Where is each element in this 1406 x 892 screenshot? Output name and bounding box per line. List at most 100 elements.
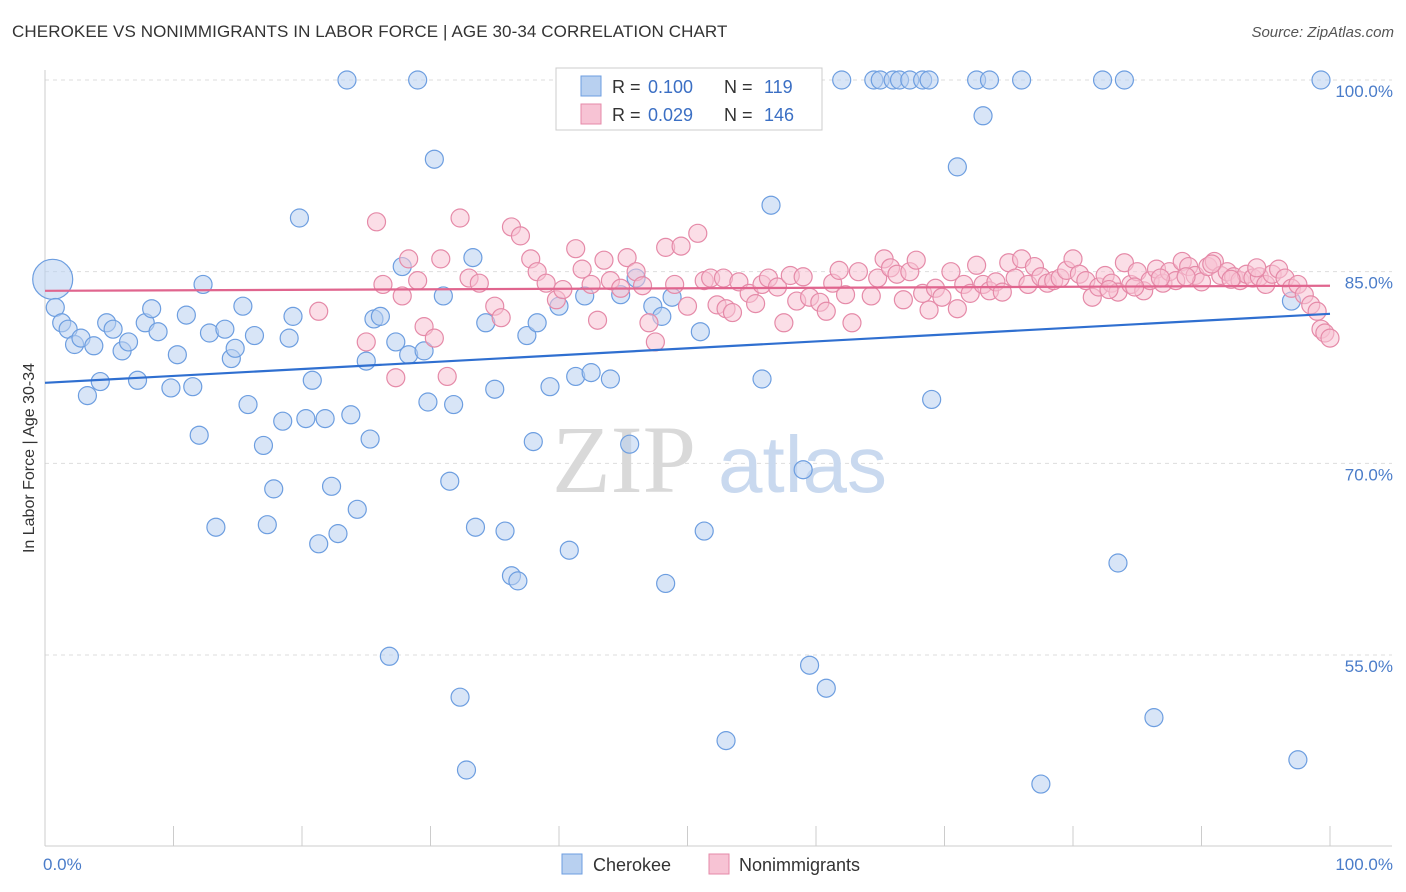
nonimmigrants-point [671,236,691,256]
nonimmigrants-point [639,313,659,333]
series-legend-label-cherokee: Cherokee [593,855,671,875]
cherokee-point [273,411,293,431]
cherokee-point [215,319,235,339]
nonimmigrants-point [450,208,470,228]
y-tick-label-0: 100.0% [1335,82,1393,101]
cherokee-point [189,425,209,445]
cherokee-point [485,379,505,399]
cherokee-point [356,351,376,371]
nonimmigrants-point [632,276,653,296]
nonimmigrants-point [469,273,489,293]
cherokee-point [244,325,265,346]
y-axis-label: In Labor Force | Age 30-34 [21,363,38,553]
cherokee-point [206,517,226,537]
cherokee-point [761,195,781,215]
cherokee-point [656,573,676,594]
nonimmigrants-point [536,273,556,293]
cherokee-point [799,655,820,675]
cherokee-point [440,471,460,491]
trend-lines [44,284,1331,384]
nonimmigrants-point [386,368,406,388]
nonimmigrants-point [848,262,869,282]
cherokee-point [816,678,836,698]
nonimmigrants-point [1221,269,1241,289]
cherokee-point [694,521,714,541]
nonimmigrants-point [408,271,428,291]
nonimmigrants-point [491,308,511,328]
y-tick-label-2: 70.0% [1345,465,1393,484]
correlation-legend: R = 0.100 N = 119 R = 0.029 N = 146 [555,67,823,131]
cherokee-point [508,571,528,591]
cherokee-point [973,106,993,126]
cherokee-point [433,286,453,306]
x-tick-label-right: 100.0% [1335,855,1393,874]
cherokee-point [296,409,316,429]
cherokee-point [238,394,258,415]
legend-n-value-1: 146 [764,105,794,125]
cherokee-points [32,70,1331,794]
cherokee-point [32,258,74,300]
y-tick-label-1: 85.0% [1345,274,1393,293]
nonimmigrants-point [829,260,849,280]
cherokee-point [1311,70,1331,90]
cherokee-point [370,306,390,326]
nonimmigrants-point [617,248,637,268]
nonimmigrants-point [645,332,665,352]
nonimmigrants-point [992,282,1012,302]
cherokee-point [257,515,277,535]
nonimmigrants-point [941,262,961,282]
nonimmigrants-point [366,212,387,232]
nonimmigrants-point [572,259,592,279]
watermark: ZIP atlas [552,406,887,513]
nonimmigrants-point [1320,328,1340,348]
watermark-zip: ZIP [552,406,696,513]
legend-swatch-nonimmigrants [580,103,602,125]
cherokee-point [793,460,813,480]
legend-r-value-0: 0.100 [648,77,693,97]
nonimmigrants-point [392,286,412,306]
legend-swatch-cherokee [580,75,602,97]
cherokee-point [103,319,123,339]
cherokee-trend-line [44,312,1331,384]
nonimmigrants-trend-line [44,284,1331,292]
cherokee-point [919,70,939,90]
x-tick-label-left: 0.0% [43,855,82,874]
cherokee-point [386,332,406,352]
nonimmigrants-point [919,300,939,320]
cherokee-point [337,70,357,90]
nonimmigrants-point [1202,254,1222,274]
cherokee-point [465,517,486,537]
nonimmigrants-point [399,249,419,269]
cherokee-point [302,370,322,390]
nonimmigrants-point [793,267,813,287]
nonimmigrants-point [722,302,743,323]
cherokee-point [360,429,380,449]
cherokee-point [193,274,213,295]
cherokee-point [559,540,579,560]
nonimmigrants-point [746,294,766,314]
cherokee-point [620,434,640,454]
cherokee-point [1144,708,1164,728]
nonimmigrants-point [1150,268,1170,288]
cherokee-point [690,322,710,342]
series-legend-swatch-nonimmigrants [708,853,730,875]
nonimmigrants-point [431,249,451,269]
x-tick-labels: 0.0% 100.0% [43,855,1393,874]
nonimmigrants-point [437,366,457,387]
cherokee-point [1288,750,1308,770]
nonimmigrants-point [566,239,586,259]
chart-title: CHEROKEE VS NONIMMIGRANTS IN LABOR FORCE… [12,22,728,41]
nonimmigrants-point [665,274,685,295]
nonimmigrants-point [816,301,836,321]
cherokee-point [716,731,736,751]
nonimmigrants-point [967,255,987,275]
nonimmigrants-point [309,301,329,321]
cherokee-point [253,435,274,456]
cherokee-point [444,394,464,415]
cherokee-point [321,476,342,496]
cherokee-point [947,157,967,177]
cherokee-point [279,328,299,348]
cherokee-point [523,432,543,452]
cherokee-point [289,208,310,228]
